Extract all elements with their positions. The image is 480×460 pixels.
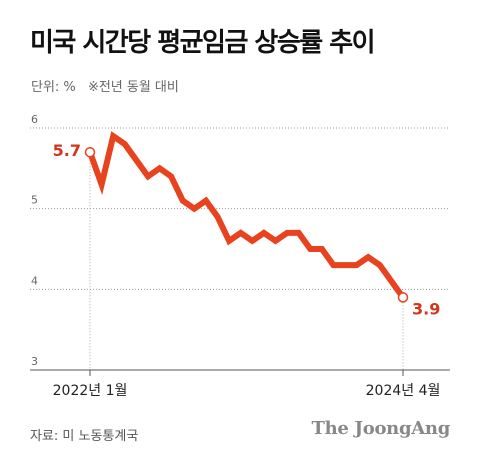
y-tick-label: 3 (31, 355, 38, 368)
start-point-marker (84, 146, 96, 158)
start-value-label: 5.7 (53, 141, 81, 160)
y-tick-label: 4 (31, 274, 38, 287)
comparison-note: ※전년 동월 대비 (87, 80, 179, 95)
x-tick-label: 2024년 4월 (366, 383, 441, 399)
series-line (87, 131, 406, 300)
end-point-marker (397, 292, 409, 303)
end-value-label: 3.9 (412, 299, 440, 318)
y-tick-label: 6 (31, 113, 38, 126)
source-note: 자료: 미 노동통계국 (30, 429, 139, 444)
x-tick-label: 2022년 1월 (53, 383, 128, 399)
page-title: 미국 시간당 평균임금 상승률 추이 (30, 28, 376, 58)
y-tick-label: 5 (31, 194, 38, 207)
unit-label: 단위: % (31, 80, 76, 95)
unit-note: 단위: % ※전년 동월 대비 (31, 76, 187, 95)
publisher-logo: The JoongAng (311, 418, 451, 439)
